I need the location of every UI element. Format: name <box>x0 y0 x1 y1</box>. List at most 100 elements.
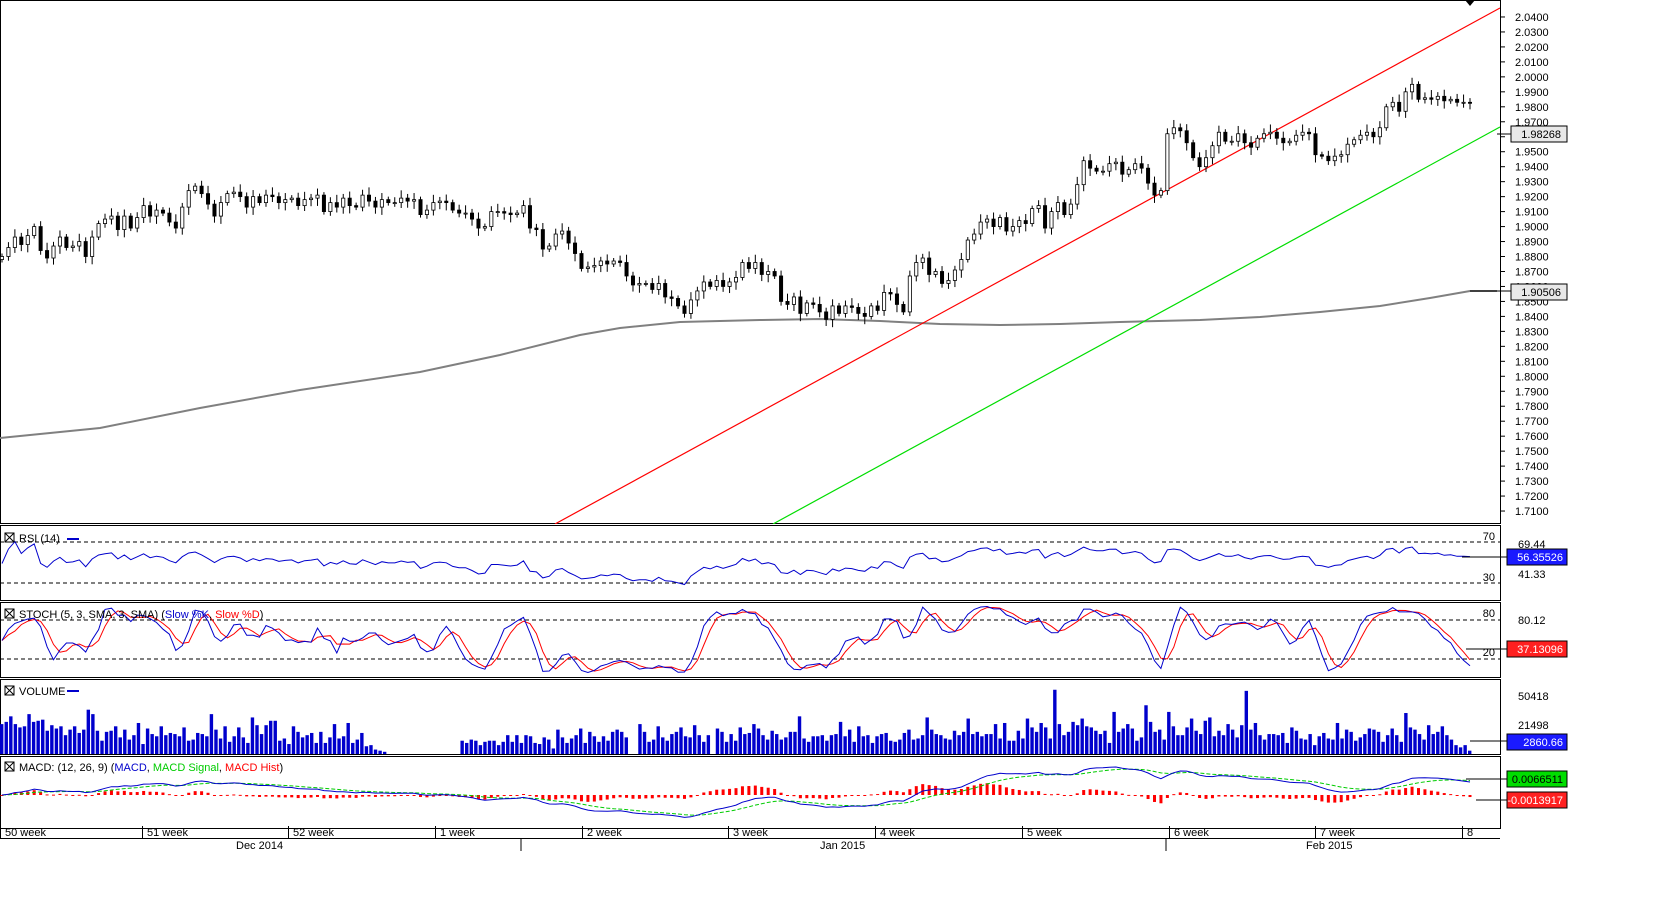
volume-bar <box>246 742 250 754</box>
macd-hist-bar <box>650 795 654 799</box>
volume-panel[interactable] <box>0 679 1501 755</box>
volume-bar <box>1253 722 1258 754</box>
volume-bar <box>1449 739 1454 754</box>
volume-bar <box>177 736 182 754</box>
candle-body <box>714 280 719 287</box>
month-label-dec: Dec 2014 <box>236 840 283 852</box>
volume-bar <box>1080 718 1084 754</box>
price-tick-label: 1.8200 <box>1515 341 1549 353</box>
volume-bar <box>501 741 505 754</box>
volume-bar <box>1034 731 1039 754</box>
volume-bar <box>100 740 104 754</box>
volume-bar <box>255 725 259 754</box>
close-box-icon[interactable] <box>4 532 15 543</box>
candle-body <box>180 206 185 229</box>
candle-body <box>412 199 417 202</box>
volume-bar <box>1390 728 1394 754</box>
volume-bar <box>934 734 938 754</box>
macd-hist-bar <box>1455 795 1459 796</box>
candle-body <box>907 275 912 313</box>
volume-bar <box>346 722 350 754</box>
volume-bar <box>674 731 679 754</box>
volume-bar <box>1344 729 1349 754</box>
volume-bar <box>465 742 469 754</box>
candle-body <box>379 199 384 208</box>
price-panel[interactable] <box>0 0 1501 524</box>
candle-body <box>19 236 24 245</box>
scroll-marker-icon[interactable] <box>1465 0 1475 6</box>
candle-body <box>959 259 964 271</box>
macd-hist-bar <box>109 790 113 795</box>
candle-body <box>1300 131 1305 136</box>
macd-hist-bar <box>966 786 970 795</box>
volume-bar <box>136 722 141 754</box>
volume-bar <box>1199 734 1203 754</box>
volume-bar <box>825 740 829 754</box>
candle-body <box>1101 170 1106 173</box>
volume-bar <box>615 729 619 754</box>
candle-body <box>482 226 487 229</box>
candle-body <box>431 202 436 211</box>
volume-bar <box>45 730 49 754</box>
price-tick-label: 2.0400 <box>1515 12 1549 24</box>
candle-body <box>1204 157 1209 168</box>
candle-body <box>386 199 391 204</box>
volume-bar <box>870 742 875 754</box>
volume-bar <box>574 735 578 754</box>
candle-body <box>869 305 874 317</box>
volume-bar <box>651 739 656 754</box>
macd-hist-bar <box>155 791 159 795</box>
price-tick-label: 1.8900 <box>1515 237 1549 249</box>
sma-value-label: 1.90506 <box>1521 287 1561 299</box>
candle-body <box>1307 131 1312 135</box>
macd-hist-bar <box>798 795 802 799</box>
candle-body <box>373 200 378 208</box>
volume-bar <box>1367 728 1372 754</box>
volume-bar <box>496 745 501 754</box>
candle-body <box>991 218 996 227</box>
candle-body <box>1294 134 1299 142</box>
candle-body <box>122 215 127 230</box>
candle-body <box>354 205 359 208</box>
rsi-panel[interactable] <box>0 525 1501 601</box>
volume-bar <box>259 734 264 754</box>
candle-body <box>103 218 108 224</box>
macd-panel[interactable] <box>0 756 1501 829</box>
stoch-panel[interactable] <box>0 602 1501 678</box>
candle-body <box>160 209 165 214</box>
volume-bar <box>980 736 984 754</box>
macd-last-box: 0.0066511 <box>1466 770 1568 788</box>
macd-hist-bar <box>676 795 680 799</box>
volume-bar <box>474 740 478 754</box>
close-box-icon[interactable] <box>4 685 15 696</box>
candle-body <box>1062 202 1067 215</box>
macd-hist-bar <box>1320 795 1324 802</box>
candle-body <box>965 239 970 260</box>
candle-body <box>57 236 62 247</box>
macd-hist-bar <box>148 791 152 795</box>
volume-bar <box>1012 740 1016 754</box>
volume-bar <box>1445 735 1449 754</box>
macd-hist-bar <box>1185 792 1189 795</box>
candle-body <box>328 202 333 212</box>
volume-bar <box>642 731 647 754</box>
volume-bar <box>752 724 756 754</box>
volume-bar <box>620 731 624 754</box>
volume-bar <box>1468 750 1472 754</box>
macd-hist-bar <box>1301 795 1305 799</box>
stoch-d-legend: Slow %D <box>215 609 260 621</box>
candle-body <box>1133 163 1138 171</box>
macd-hist-bar <box>1281 795 1285 799</box>
candle-body <box>218 202 223 217</box>
macd-hist-legend: MACD Hist <box>225 762 279 774</box>
price-tick-label: 1.7100 <box>1515 506 1549 518</box>
macd-last-label: 0.0066511 <box>1512 774 1563 786</box>
volume-bar <box>296 731 300 754</box>
macd-hist-bar <box>554 795 558 800</box>
candle-body <box>837 305 842 314</box>
volume-bar <box>50 725 54 754</box>
macd-hist-bar <box>779 792 783 795</box>
close-box-icon[interactable] <box>4 608 15 619</box>
close-box-icon[interactable] <box>4 761 15 772</box>
candle-body <box>1113 161 1118 165</box>
